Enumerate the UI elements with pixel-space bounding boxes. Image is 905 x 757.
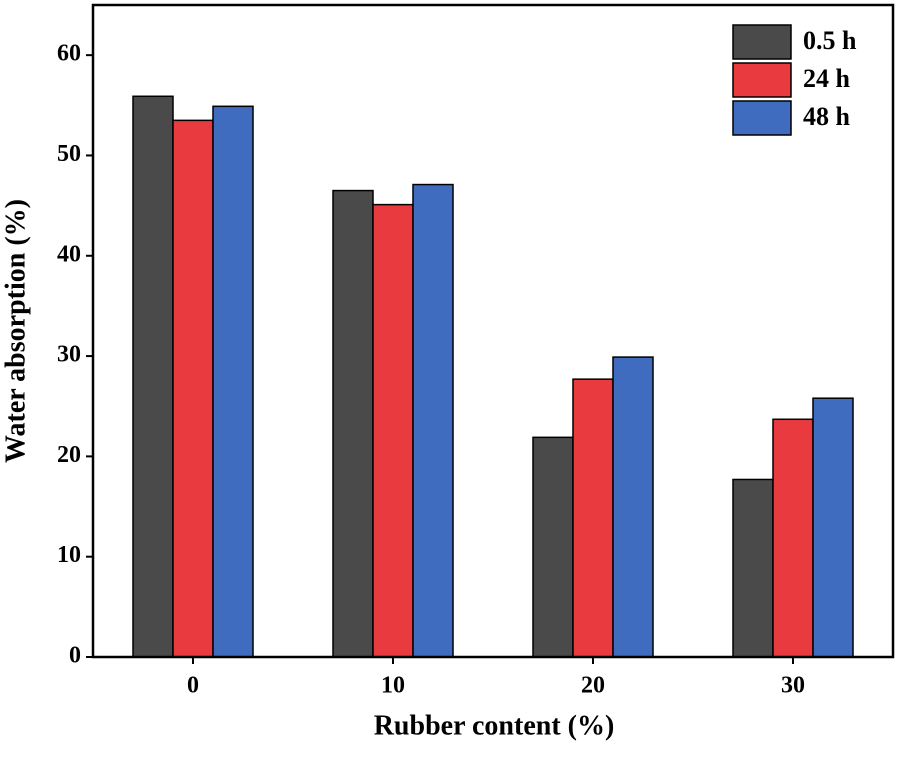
bar <box>172 119 214 658</box>
y-tick-label: 30 <box>57 342 81 368</box>
legend-label: 48 h <box>803 102 851 131</box>
y-tick-label: 40 <box>57 241 81 267</box>
bar <box>412 183 454 658</box>
legend-swatch <box>732 62 792 98</box>
x-tick-label: 0 <box>187 673 199 699</box>
y-tick-label: 10 <box>57 542 81 568</box>
legend-swatch <box>732 100 792 136</box>
bar <box>812 397 854 658</box>
bar <box>572 378 614 658</box>
y-tick-label: 0 <box>69 643 81 669</box>
bar <box>612 356 654 658</box>
x-axis-label: Rubber content (%) <box>374 710 615 741</box>
bar <box>732 478 774 658</box>
y-axis-label: Water absorption (%) <box>0 199 31 463</box>
x-tick-label: 30 <box>781 673 805 699</box>
plot-frame <box>91 3 895 659</box>
y-tick-label: 50 <box>57 141 81 167</box>
bar <box>332 189 374 658</box>
bar <box>132 95 174 658</box>
y-tick-label: 20 <box>57 442 81 468</box>
bar <box>212 105 254 658</box>
bar <box>532 436 574 658</box>
legend-label: 0.5 h <box>803 26 857 55</box>
x-tick-label: 10 <box>381 673 405 699</box>
y-tick-label: 60 <box>57 41 81 67</box>
bar <box>372 203 414 658</box>
legend-swatch <box>732 24 792 60</box>
legend-label: 24 h <box>803 64 851 93</box>
bar <box>772 418 814 658</box>
x-tick-label: 20 <box>581 673 605 699</box>
